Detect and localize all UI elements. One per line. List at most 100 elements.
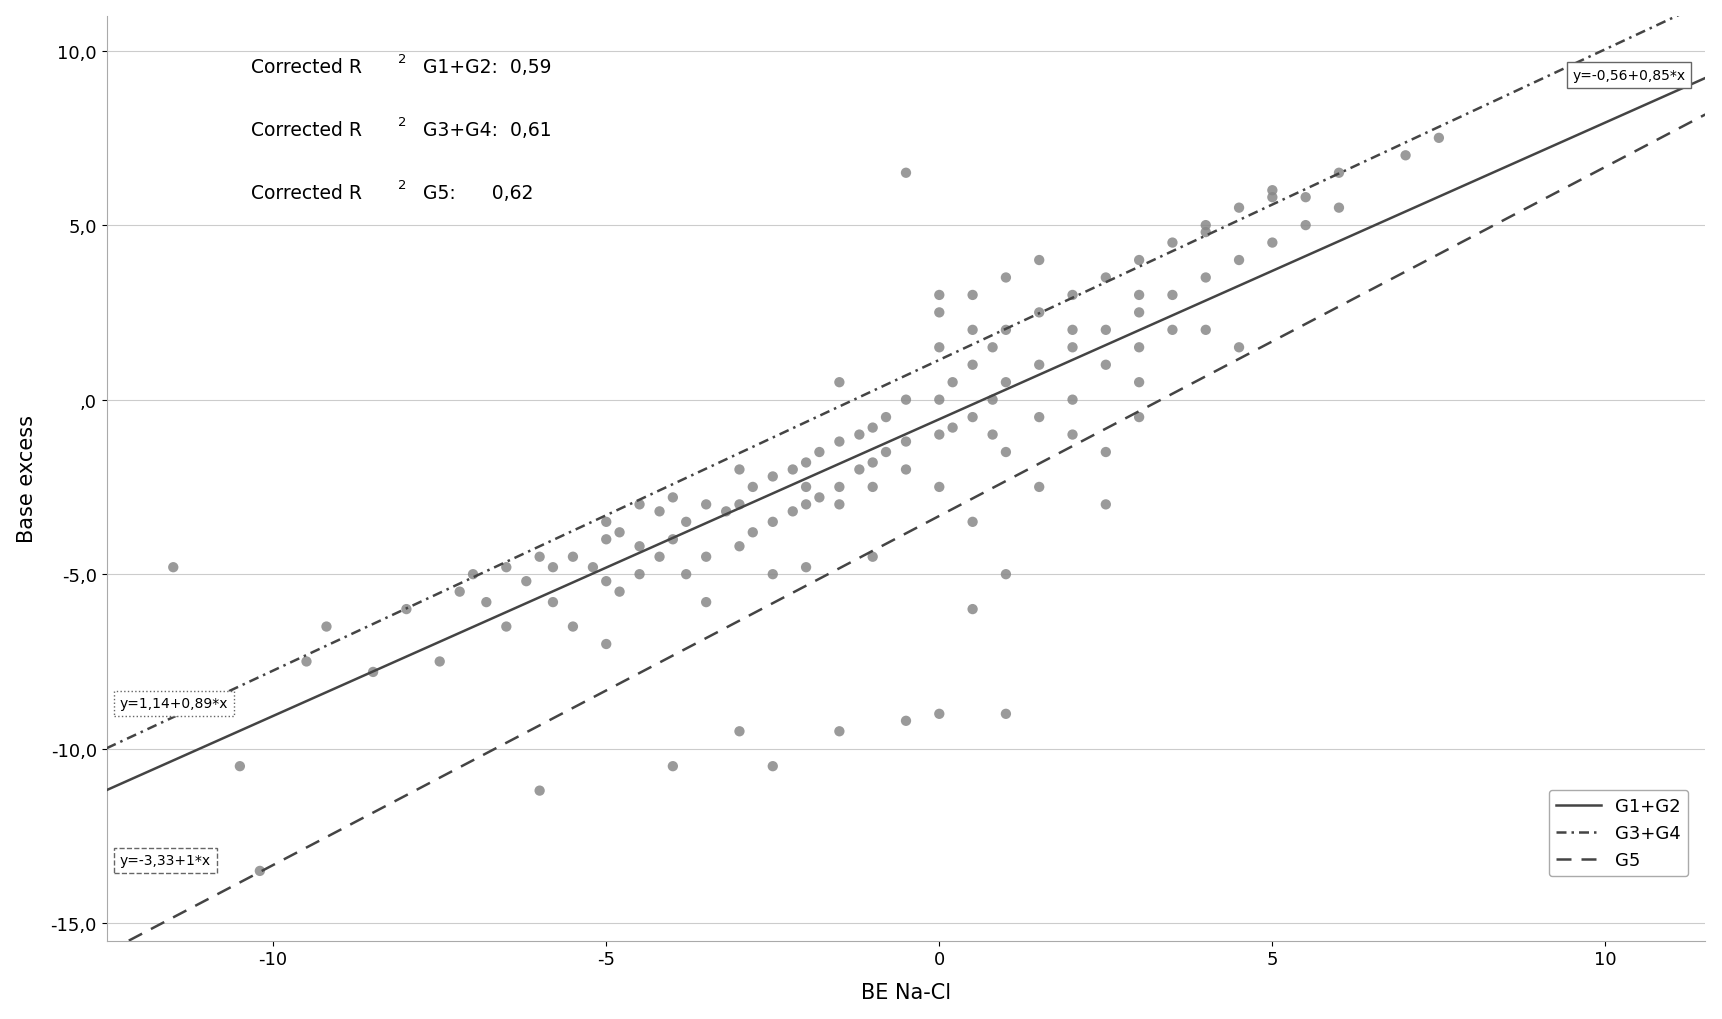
Point [1126,253,1154,269]
Point [1059,322,1087,338]
Text: Corrected R: Corrected R [250,58,362,77]
Point [660,758,687,774]
Point [992,270,1019,286]
Point [1192,225,1219,242]
Point [1226,339,1254,356]
Point [925,479,952,495]
Point [892,165,920,181]
Point [825,375,852,391]
Point [892,713,920,730]
Point [959,322,987,338]
Point [1092,358,1119,374]
Point [513,574,541,590]
Text: y=-3,33+1*x: y=-3,33+1*x [121,854,212,867]
Point [579,559,606,576]
Text: 2: 2 [398,53,406,65]
Point [625,539,653,555]
Point [160,559,188,576]
Point [1259,182,1286,199]
Point [792,559,820,576]
Point [759,515,787,531]
Point [925,339,952,356]
Point [992,706,1019,722]
Point [660,490,687,506]
Point [806,444,833,461]
Point [1126,287,1154,304]
Point [313,619,341,635]
Point [692,496,720,513]
Point [539,594,567,610]
Point [672,567,699,583]
Point [792,454,820,471]
Point [925,287,952,304]
Point [925,392,952,409]
Point [660,532,687,548]
Point [1025,358,1052,374]
Point [959,358,987,374]
Point [1126,339,1154,356]
Point [892,434,920,450]
Point [978,427,1006,443]
Point [873,444,901,461]
Point [625,567,653,583]
Point [1059,339,1087,356]
Point [759,567,787,583]
Point [925,305,952,321]
Point [1025,305,1052,321]
Point [1092,496,1119,513]
Point [892,392,920,409]
Point [725,539,753,555]
Point [859,549,887,566]
Point [1159,235,1186,252]
Point [992,322,1019,338]
Point [1259,235,1286,252]
Point [873,410,901,426]
Point [792,479,820,495]
Point [759,758,787,774]
Point [825,434,852,450]
Point [592,532,620,548]
Text: G1+G2:  0,59: G1+G2: 0,59 [417,58,551,77]
Point [846,427,873,443]
Point [592,574,620,590]
Point [725,462,753,478]
Point [1126,375,1154,391]
Point [446,584,474,600]
Point [713,503,740,520]
Point [959,601,987,618]
Point [846,462,873,478]
Text: G3+G4:  0,61: G3+G4: 0,61 [417,121,551,140]
Point [1159,322,1186,338]
Point [1092,270,1119,286]
Point [725,723,753,740]
Point [725,496,753,513]
Point [472,594,499,610]
Point [560,619,587,635]
Point [646,549,673,566]
Point [825,496,852,513]
Point [1292,190,1319,206]
Point [246,863,274,879]
Point [978,392,1006,409]
Point [938,375,966,391]
Point [825,479,852,495]
Point [959,410,987,426]
Point [1092,322,1119,338]
Point [1059,427,1087,443]
Point [492,559,520,576]
Point [1059,287,1087,304]
Point [1025,479,1052,495]
Point [1025,410,1052,426]
Point [646,503,673,520]
Point [859,420,887,436]
Point [1192,270,1219,286]
Point [592,515,620,531]
Text: G5:      0,62: G5: 0,62 [417,183,534,203]
Point [1126,410,1154,426]
Point [525,549,553,566]
Point [1226,201,1254,217]
Point [360,664,387,681]
Point [1059,392,1087,409]
Legend: G1+G2, G3+G4, G5: G1+G2, G3+G4, G5 [1548,790,1688,876]
Point [739,525,766,541]
